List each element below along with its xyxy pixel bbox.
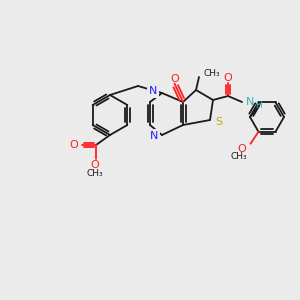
Text: CH₃: CH₃	[231, 152, 247, 161]
Text: O: O	[170, 74, 179, 83]
Text: O: O	[224, 73, 232, 83]
Text: CH₃: CH₃	[87, 169, 103, 178]
Text: CH₃: CH₃	[204, 68, 220, 77]
Text: O: O	[91, 160, 99, 170]
Text: O: O	[238, 144, 247, 154]
Text: H: H	[255, 101, 262, 110]
Text: N: N	[150, 131, 158, 141]
Text: N: N	[148, 86, 157, 96]
Text: S: S	[215, 117, 222, 127]
Text: O: O	[69, 140, 78, 150]
Text: N: N	[246, 97, 254, 107]
